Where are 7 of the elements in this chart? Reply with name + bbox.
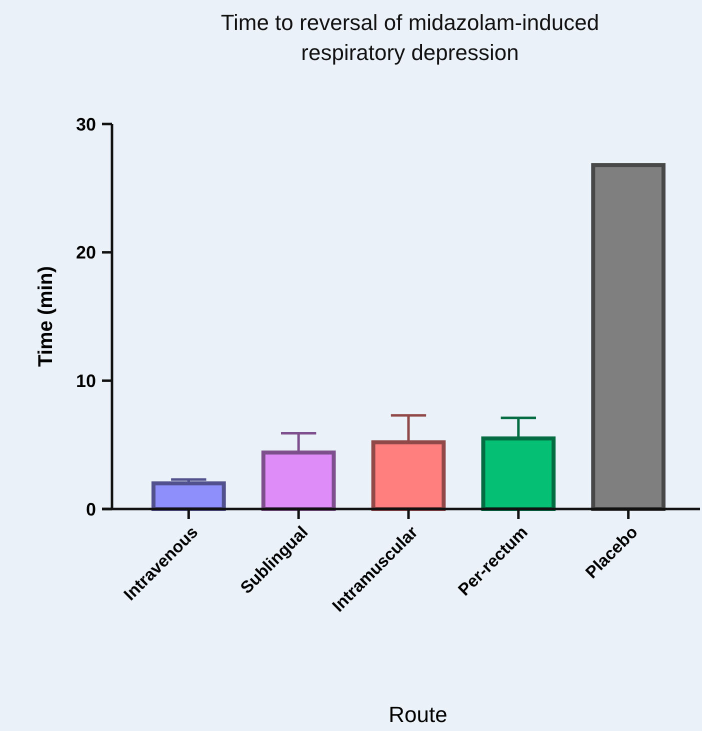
- y-tick-label: 0: [86, 499, 96, 520]
- y-axis-title: Time (min): [35, 266, 57, 367]
- y-tick-label: 10: [76, 370, 96, 391]
- x-axis-title: Route: [388, 702, 448, 727]
- y-tick-label: 20: [76, 242, 96, 263]
- chart-title: Time to reversal of midazolam-induced respiratory depression: [220, 10, 600, 65]
- y-tick-label: 30: [76, 114, 96, 134]
